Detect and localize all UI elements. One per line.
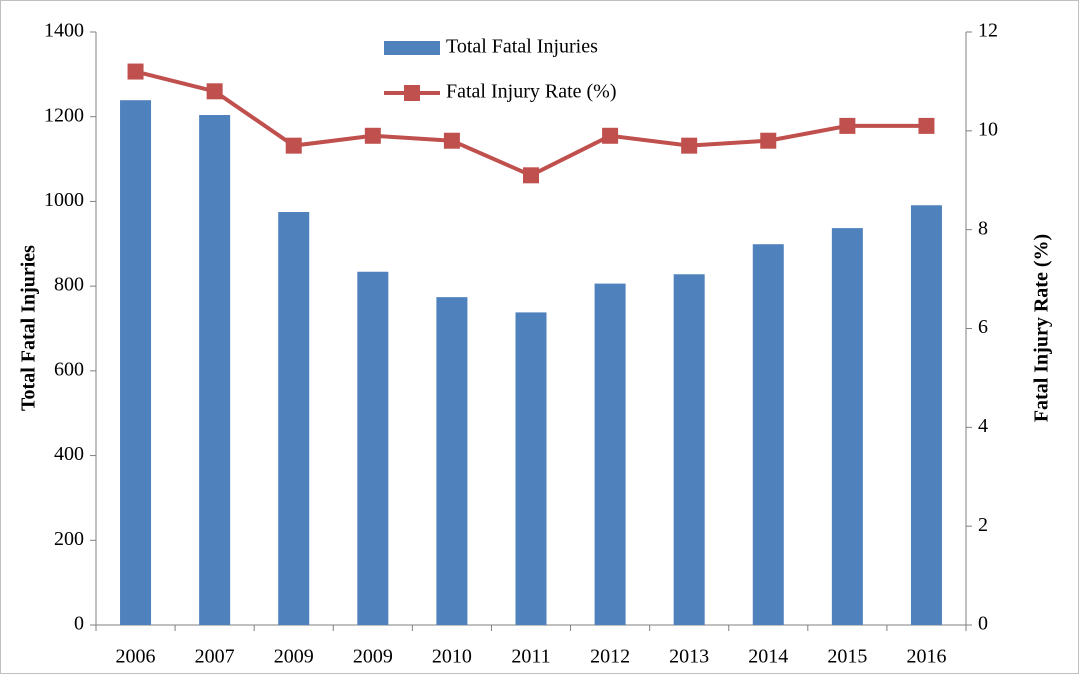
y2-tick-label: 12 bbox=[978, 20, 998, 42]
marker bbox=[364, 127, 381, 144]
bar bbox=[515, 312, 547, 625]
x-tick-label: 2013 bbox=[669, 646, 709, 668]
bar bbox=[436, 297, 468, 625]
marker bbox=[206, 83, 223, 100]
legend-label: Fatal Injury Rate (%) bbox=[446, 81, 617, 103]
y-tick-label: 1000 bbox=[44, 189, 84, 211]
marker bbox=[760, 132, 777, 149]
y2-tick-label: 2 bbox=[978, 514, 988, 536]
y2-tick-label: 0 bbox=[978, 613, 988, 635]
x-tick-label: 2007 bbox=[195, 646, 235, 668]
legend-swatch bbox=[384, 41, 440, 55]
bar bbox=[831, 228, 863, 625]
y-tick-label: 400 bbox=[54, 443, 84, 465]
x-tick-label: 2016 bbox=[906, 646, 946, 668]
bar bbox=[120, 100, 152, 625]
x-tick-label: 2011 bbox=[511, 646, 550, 668]
x-tick-label: 2014 bbox=[748, 646, 788, 668]
bar bbox=[278, 212, 310, 625]
legend-marker bbox=[404, 85, 420, 101]
x-tick-label: 2009 bbox=[274, 646, 314, 668]
marker bbox=[523, 167, 539, 184]
y-tick-label: 0 bbox=[74, 613, 84, 635]
y-tick-label: 600 bbox=[54, 358, 84, 380]
bar bbox=[910, 205, 942, 625]
bar bbox=[199, 115, 231, 626]
marker bbox=[602, 127, 619, 144]
marker bbox=[839, 117, 856, 134]
y-tick-label: 1200 bbox=[44, 104, 84, 126]
marker bbox=[285, 137, 302, 154]
bar bbox=[752, 244, 784, 625]
y-axis-title: Total Fatal Injuries bbox=[18, 245, 40, 411]
bar bbox=[673, 274, 705, 625]
y2-tick-label: 6 bbox=[978, 316, 988, 338]
y2-axis-title: Fatal Injury Rate (%) bbox=[1031, 234, 1053, 422]
x-tick-label: 2006 bbox=[116, 646, 156, 668]
x-tick-label: 2012 bbox=[590, 646, 630, 668]
marker bbox=[918, 117, 935, 134]
y-tick-label: 1400 bbox=[44, 20, 84, 42]
y-tick-label: 200 bbox=[54, 528, 84, 550]
marker bbox=[127, 63, 144, 80]
y2-tick-label: 4 bbox=[978, 415, 988, 437]
marker bbox=[681, 137, 698, 154]
y-tick-label: 800 bbox=[54, 274, 84, 296]
y2-tick-label: 8 bbox=[978, 217, 988, 239]
y2-tick-label: 10 bbox=[978, 118, 998, 140]
x-tick-label: 2010 bbox=[432, 646, 472, 668]
x-tick-label: 2009 bbox=[353, 646, 393, 668]
x-tick-label: 2015 bbox=[827, 646, 867, 668]
marker bbox=[443, 132, 460, 149]
legend-label: Total Fatal Injuries bbox=[446, 36, 598, 58]
bar bbox=[357, 271, 389, 625]
bar bbox=[594, 283, 626, 625]
